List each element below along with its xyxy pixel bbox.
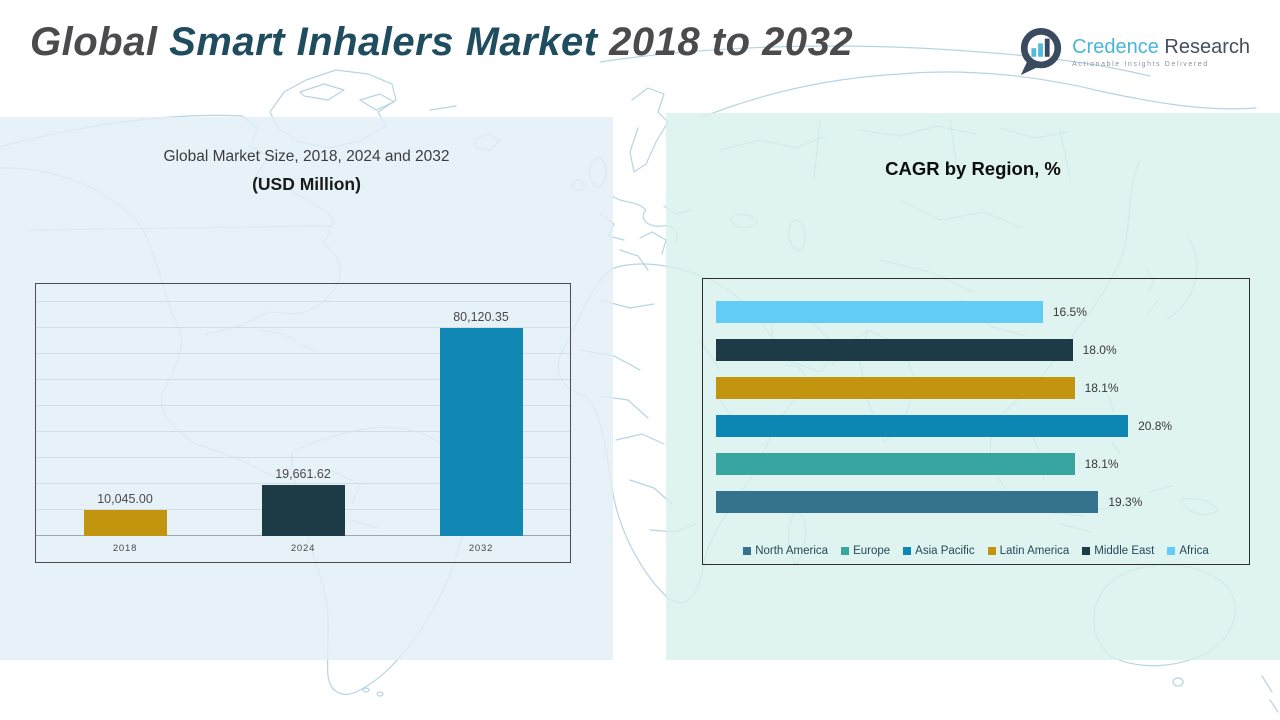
legend-label-latin-america: Latin America xyxy=(999,545,1070,557)
left-chart-title-line2: (USD Million) xyxy=(252,174,361,194)
logo-brand-part1: Credence xyxy=(1072,36,1159,58)
gridline xyxy=(36,405,570,406)
cagr-row-latin-america: 18.1% xyxy=(716,377,1241,399)
logo-brand-part2: Research xyxy=(1164,36,1250,58)
bar-2024 xyxy=(261,484,345,536)
right-chart-title: CAGR by Region, % xyxy=(885,158,1061,179)
cagr-bar-asia-pacific xyxy=(716,415,1129,437)
bar-2032 xyxy=(439,327,523,536)
legend-label-middle-east: Middle East xyxy=(1094,545,1155,557)
legend-label-africa: Africa xyxy=(1179,545,1209,557)
gridline xyxy=(36,431,570,432)
page-title-word2: Smart Inhalers Market xyxy=(169,20,598,64)
legend-swatch-africa xyxy=(1167,547,1176,555)
bar-column-2018: 10,045.00 xyxy=(36,302,214,536)
legend-item-north-america: North America xyxy=(743,545,828,557)
page-title: Global Smart Inhalers Market 2018 to 203… xyxy=(30,20,853,65)
legend-label-asia-pacific: Asia Pacific xyxy=(915,545,975,557)
logo-tagline: Actionable Insights Delivered xyxy=(1072,61,1209,68)
cagr-row-north-america: 19.3% xyxy=(716,491,1241,513)
map-asia xyxy=(699,71,1257,119)
page-title-word3: 2018 to 2032 xyxy=(609,20,854,64)
market-size-bar-chart: 10,045.00 19,661.62 80,120.35 2018 2024 2032 xyxy=(35,283,571,563)
cagr-bar-north-america xyxy=(716,491,1099,513)
cagr-value-label-middle-east: 18.0% xyxy=(1082,343,1117,357)
legend-item-europe: Europe xyxy=(841,545,890,557)
cagr-value-label-latin-america: 18.1% xyxy=(1084,381,1119,395)
gridline xyxy=(36,379,570,381)
cagr-by-region-bar-chart: 16.5% 18.0% 18.1% 20.8% 18.1% 19.3% North Ame… xyxy=(702,278,1250,565)
cagr-row-asia-pacific: 20.8% xyxy=(716,415,1241,437)
x-axis-label-2018: 2018 xyxy=(112,543,138,554)
bar-column-2032: 80,120.35 xyxy=(392,302,570,536)
gridline xyxy=(36,301,570,302)
legend-item-middle-east: Middle East xyxy=(1082,545,1154,557)
legend-label-north-america: North America xyxy=(755,545,829,557)
legend-item-latin-america: Latin America xyxy=(987,545,1070,557)
bar-value-label-2024: 19,661.62 xyxy=(275,466,331,481)
gridline xyxy=(36,457,570,459)
cagr-value-label-africa: 16.5% xyxy=(1052,305,1087,319)
legend-label-europe: Europe xyxy=(853,545,891,557)
cagr-row-middle-east: 18.0% xyxy=(716,339,1241,361)
cagr-row-africa: 16.5% xyxy=(716,301,1241,323)
page-title-word1: Global xyxy=(30,20,158,64)
gridline xyxy=(36,353,570,354)
logo-text: Credence Research Actionable Insights De… xyxy=(1072,36,1250,68)
legend-swatch-north-america xyxy=(743,547,752,555)
bar-2018 xyxy=(83,509,167,536)
legend-swatch-asia-pacific xyxy=(903,547,912,555)
legend-item-asia-pacific: Asia Pacific xyxy=(903,545,975,557)
cagr-value-label-north-america: 19.3% xyxy=(1108,495,1143,509)
cagr-bar-europe xyxy=(716,453,1075,475)
cagr-bar-africa xyxy=(716,301,1043,323)
cagr-value-label-asia-pacific: 20.8% xyxy=(1138,419,1173,433)
legend-swatch-middle-east xyxy=(1082,547,1091,555)
bar-value-label-2018: 10,045.00 xyxy=(97,491,153,506)
map-europe xyxy=(629,87,669,173)
logo-brand-name: Credence Research xyxy=(1072,36,1250,59)
gridline xyxy=(36,327,570,328)
left-chart-title: Global Market Size, 2018, 2024 and 2032 … xyxy=(0,148,613,195)
bar-chart-speech-bubble-icon xyxy=(1020,28,1062,75)
left-chart-bars: 10,045.00 19,661.62 80,120.35 xyxy=(36,302,570,536)
left-chart-x-axis-labels: 2018 2024 2032 xyxy=(36,535,570,562)
legend-swatch-europe xyxy=(841,547,850,555)
credence-research-logo: Credence Research Actionable Insights De… xyxy=(1018,28,1250,76)
cagr-row-europe: 18.1% xyxy=(716,453,1241,475)
cagr-value-label-europe: 18.1% xyxy=(1084,457,1119,471)
legend-swatch-latin-america xyxy=(987,547,996,555)
cagr-legend: North America Europe Asia Pacific Latin Ame… xyxy=(703,545,1249,557)
left-chart-title-line1: Global Market Size, 2018, 2024 and 2032 xyxy=(163,148,450,165)
cagr-bar-latin-america xyxy=(716,377,1075,399)
bar-value-label-2032: 80,120.35 xyxy=(453,309,509,324)
legend-item-africa: Africa xyxy=(1167,545,1209,557)
x-axis-label-2032: 2032 xyxy=(468,543,494,554)
cagr-bar-middle-east xyxy=(716,339,1073,361)
bar-column-2024: 19,661.62 xyxy=(214,302,392,536)
cagr-bar-rows: 16.5% 18.0% 18.1% 20.8% 18.1% 19.3% xyxy=(716,301,1241,513)
gridline xyxy=(36,483,570,484)
x-axis-label-2024: 2024 xyxy=(290,543,316,554)
